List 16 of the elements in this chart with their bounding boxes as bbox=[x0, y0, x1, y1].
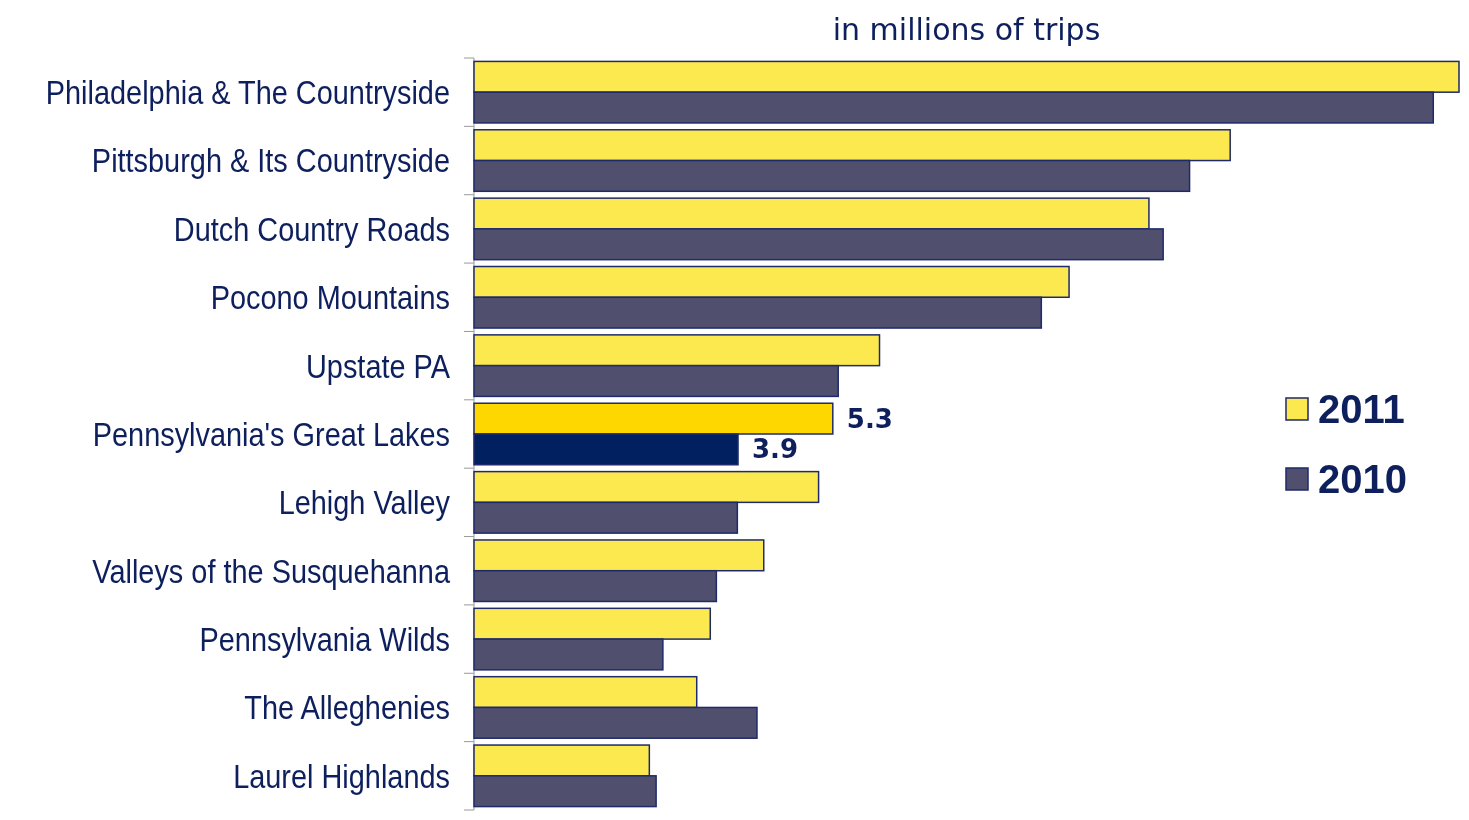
chart-title: in millions of trips bbox=[832, 12, 1101, 47]
data-label: 5.3 bbox=[846, 403, 893, 434]
y-tick-label: Pittsburgh & Its Countryside bbox=[91, 141, 450, 180]
legend-label: 2011 bbox=[1318, 387, 1405, 431]
y-tick-label: Laurel Highlands bbox=[233, 756, 450, 796]
y-tick-label: The Alleghenies bbox=[244, 688, 450, 727]
legend-label: 2010 bbox=[1318, 457, 1407, 501]
y-tick-label: Valleys of the Susquehanna bbox=[92, 551, 451, 591]
data-label: 3.9 bbox=[752, 434, 799, 465]
y-tick-label: Pennsylvania's Great Lakes bbox=[92, 414, 450, 454]
y-tick-label: Upstate PA bbox=[305, 346, 450, 386]
y-tick-label: Dutch Country Roads bbox=[173, 209, 450, 249]
y-tick-label: Pennsylvania Wilds bbox=[199, 619, 450, 659]
y-tick-label: Philadelphia & The Countryside bbox=[45, 72, 450, 112]
y-tick-label: Lehigh Valley bbox=[278, 483, 451, 522]
y-tick-label: Pocono Mountains bbox=[210, 277, 450, 317]
